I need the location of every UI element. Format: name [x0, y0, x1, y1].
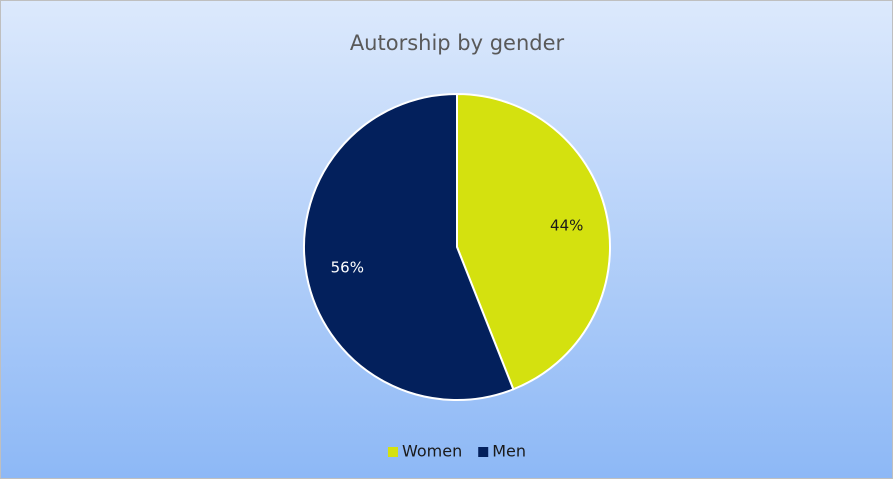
legend-swatch [387, 447, 398, 457]
data-label: 56% [331, 258, 364, 276]
legend-swatch [478, 447, 489, 457]
legend-label: Men [492, 442, 526, 461]
chart-title: Autorship by gender [350, 31, 565, 55]
legend-label: Women [402, 442, 462, 461]
legend: Women Men [387, 442, 526, 461]
pie: 44% 56% [303, 92, 611, 401]
data-label: 44% [550, 217, 583, 235]
pie-slice [303, 92, 515, 401]
pie-slice [456, 92, 611, 391]
